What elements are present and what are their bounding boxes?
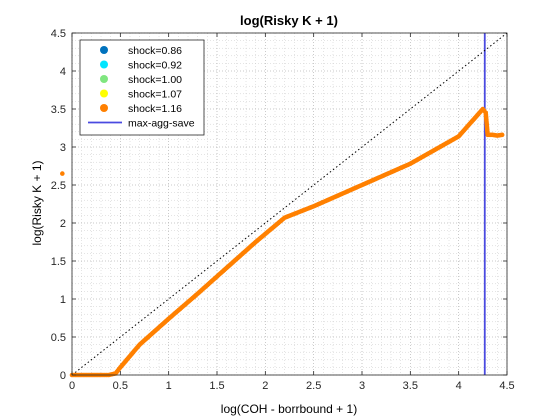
legend-label: shock=0.92 xyxy=(128,60,182,72)
legend-label: shock=0.86 xyxy=(128,45,182,57)
y-tick-label: 4.5 xyxy=(51,28,66,40)
y-tick-label: 2 xyxy=(60,218,66,230)
y-tick-label: 3.5 xyxy=(51,104,66,116)
legend-label: shock=1.07 xyxy=(128,89,182,101)
x-tick-label: 3.5 xyxy=(403,380,418,392)
diagonal-reference-line xyxy=(71,32,508,376)
y-tick-label: 3 xyxy=(60,142,66,154)
legend-marker xyxy=(100,104,108,112)
x-tick-label: 3 xyxy=(359,380,365,392)
legend-box xyxy=(79,39,205,136)
data-point xyxy=(481,108,487,114)
x-tick-label: 1 xyxy=(166,380,172,392)
data-point xyxy=(498,132,503,138)
y-tick-label: 0 xyxy=(60,370,66,382)
y-tick-label: 1 xyxy=(60,294,66,306)
legend-marker xyxy=(100,46,108,54)
data-point xyxy=(493,133,499,138)
y-tick-label: 2.5 xyxy=(51,180,66,192)
axes-box xyxy=(71,32,508,376)
y-tick-label: 1.5 xyxy=(51,256,66,268)
x-tick-label: 1.5 xyxy=(209,380,224,392)
x-tick-label: 4 xyxy=(456,380,462,392)
legend-marker xyxy=(100,75,108,83)
x-tick-label: 2 xyxy=(262,380,268,392)
legend-marker xyxy=(100,60,108,69)
x-tick-label: 0.5 xyxy=(113,380,128,392)
x-tick-label: 2.5 xyxy=(306,380,321,392)
legend-marker xyxy=(100,89,108,98)
legend-label: shock=1.00 xyxy=(128,74,182,86)
x-tick-label: 0 xyxy=(69,380,75,392)
x-axis-label: log(COH - borrbound + 1) xyxy=(221,402,357,416)
y-tick-label: 0.5 xyxy=(51,332,66,344)
y-axis-label: log(Risky K + 1) xyxy=(30,160,44,245)
x-tick-label: 4.5 xyxy=(499,380,514,392)
chart-title: log(Risky K + 1) xyxy=(240,13,338,28)
data-point xyxy=(60,171,65,176)
legend: shock=0.86 shock=0.92 shock=1.00 shock=1.07… xyxy=(79,39,205,136)
axis-ticks: 0 0.5 1 1.5 2 2.5 3 3.5 4 4.5 0 0.5 1 1.5 2 2.5 3 3.5 4 4.5 xyxy=(51,28,515,392)
y-tick-label: 4 xyxy=(60,66,66,78)
legend-label: max-agg-save xyxy=(128,118,195,130)
legend-label: shock=1.16 xyxy=(128,103,182,115)
